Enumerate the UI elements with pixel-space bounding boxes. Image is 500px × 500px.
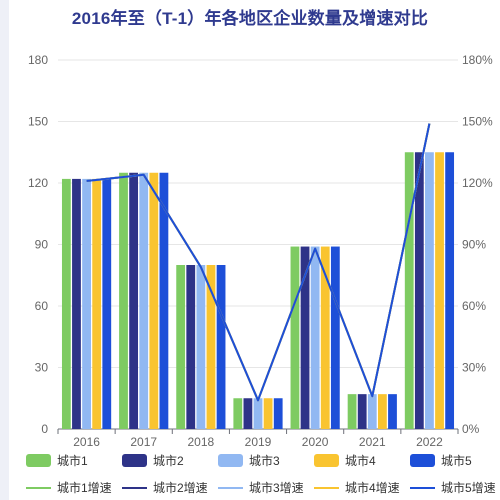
y-right-tick-label: 150% bbox=[462, 115, 493, 129]
bar bbox=[233, 398, 243, 429]
bar bbox=[388, 394, 397, 429]
bar bbox=[320, 246, 330, 429]
bar bbox=[243, 398, 253, 429]
bar bbox=[186, 265, 196, 429]
bar bbox=[102, 178, 112, 429]
legend-label[interactable]: 城市5 bbox=[441, 453, 472, 468]
bar bbox=[82, 178, 91, 429]
x-tick-label: 2019 bbox=[245, 435, 272, 449]
left-edge-strip bbox=[0, 0, 9, 500]
bar bbox=[310, 246, 320, 429]
legend-label[interactable]: 城市3 bbox=[249, 453, 280, 468]
bar bbox=[61, 178, 71, 429]
x-tick-label: 2020 bbox=[302, 435, 329, 449]
y-left-tick-label: 120 bbox=[28, 176, 48, 190]
y-right-tick-label: 120% bbox=[462, 176, 493, 190]
bar bbox=[273, 398, 283, 429]
legend-label[interactable]: 城市1 bbox=[57, 453, 88, 468]
bar bbox=[216, 265, 226, 429]
legend-label[interactable]: 城市3增速 bbox=[249, 480, 304, 495]
y-left-tick-label: 90 bbox=[35, 238, 49, 252]
bar bbox=[300, 246, 310, 429]
bar bbox=[290, 246, 300, 429]
bar bbox=[330, 246, 340, 429]
chart-title: 2016年至（T-1）年各地区企业数量及增速对比 bbox=[71, 9, 429, 28]
legend-label[interactable]: 城市5增速 bbox=[441, 480, 496, 495]
bar bbox=[139, 172, 149, 429]
y-left-tick-label: 150 bbox=[28, 115, 48, 129]
y-right-tick-label: 60% bbox=[462, 299, 486, 313]
y-right-tick-label: 90% bbox=[462, 238, 486, 252]
bar bbox=[377, 394, 387, 429]
x-tick-label: 2017 bbox=[130, 435, 157, 449]
legend-swatch[interactable] bbox=[26, 454, 51, 467]
bar bbox=[92, 178, 102, 429]
x-tick-label: 2022 bbox=[416, 435, 443, 449]
bar bbox=[357, 394, 367, 429]
growth-line bbox=[86, 123, 431, 402]
legend-label[interactable]: 城市4增速 bbox=[345, 480, 400, 495]
bar bbox=[176, 265, 186, 429]
bar bbox=[149, 172, 159, 429]
bar bbox=[445, 152, 455, 429]
bar bbox=[347, 394, 357, 429]
bar bbox=[206, 265, 216, 429]
bar bbox=[119, 172, 128, 429]
y-right-tick-label: 30% bbox=[462, 361, 486, 375]
bar bbox=[72, 178, 81, 429]
bar bbox=[414, 152, 424, 429]
legend-label[interactable]: 城市4 bbox=[345, 453, 376, 468]
bar bbox=[263, 398, 273, 429]
legend-label[interactable]: 城市2 bbox=[153, 453, 184, 468]
y-right-tick-label: 180% bbox=[462, 53, 493, 67]
legend-swatch[interactable] bbox=[314, 454, 339, 467]
y-left-tick-label: 30 bbox=[35, 361, 49, 375]
bar bbox=[159, 172, 169, 429]
x-tick-label: 2021 bbox=[359, 435, 386, 449]
x-tick-label: 2016 bbox=[73, 435, 100, 449]
y-left-tick-label: 60 bbox=[35, 299, 49, 313]
bar bbox=[367, 394, 377, 429]
y-right-tick-label: 0% bbox=[462, 422, 480, 436]
bar bbox=[253, 398, 263, 429]
y-left-tick-label: 180 bbox=[28, 53, 48, 67]
legend-swatch[interactable] bbox=[122, 454, 147, 467]
legend-swatch[interactable] bbox=[218, 454, 243, 467]
y-left-tick-label: 0 bbox=[41, 422, 48, 436]
bar bbox=[196, 265, 206, 429]
bar bbox=[425, 152, 434, 429]
bar bbox=[129, 172, 139, 429]
bar bbox=[435, 152, 444, 429]
legend-swatch[interactable] bbox=[410, 454, 435, 467]
bar bbox=[404, 152, 414, 429]
legend-label[interactable]: 城市1增速 bbox=[57, 480, 112, 495]
legend-label[interactable]: 城市2增速 bbox=[153, 480, 208, 495]
x-tick-label: 2018 bbox=[188, 435, 215, 449]
